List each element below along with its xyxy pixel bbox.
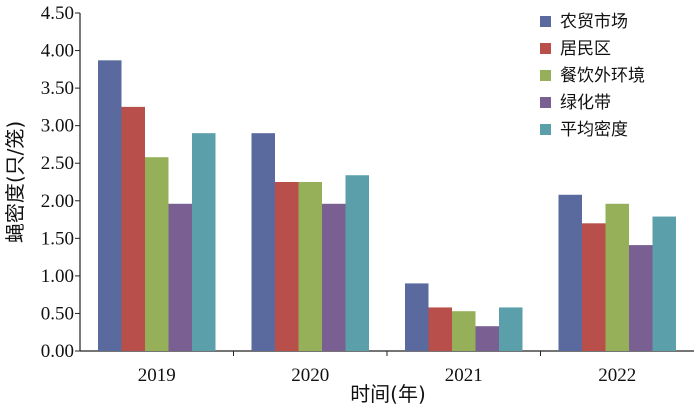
y-tick-label: 2.00 [41,191,74,212]
bar [582,223,606,351]
bar [452,311,476,351]
legend-swatch [540,124,551,135]
bar [322,203,346,351]
bar [192,133,216,351]
bar [605,203,629,351]
legend-swatch [540,97,551,108]
legend-label: 平均密度 [560,120,628,140]
bars [98,60,676,351]
x-tick-label: 2019 [138,365,176,386]
y-tick-label: 0.00 [41,341,74,362]
bar [405,283,429,351]
bar [475,326,499,351]
y-tick-label: 4.00 [41,41,74,62]
bar [98,60,122,351]
x-ticks: 2019 2020 2021 2022 [138,351,636,386]
x-tick-label: 2021 [445,365,483,386]
x-tick-label: 2020 [291,365,329,386]
bar [345,175,369,351]
bar [652,216,676,351]
y-tick-label: 3.00 [41,116,74,137]
y-tick-label: 1.50 [41,228,74,249]
y-tick-label: 1.00 [41,266,74,287]
bar [275,182,299,351]
x-tick-label: 2022 [598,365,636,386]
bar [251,133,275,351]
y-ticks: 0.00 0.50 1.00 1.50 2.00 2.50 3.00 3.50 4.00 4.50 [41,3,80,362]
x-axis-title: 时间(年) [350,382,426,406]
bar [499,307,523,351]
legend-label: 居民区 [560,39,611,59]
y-tick-label: 2.50 [41,153,74,174]
y-axis-title: 蝇密度(只/笼) [3,121,27,243]
bar [629,245,653,351]
y-tick-label: 4.50 [41,3,74,24]
legend-swatch [540,16,551,27]
bar [145,157,169,351]
y-tick-label: 3.50 [41,78,74,99]
bar [558,194,582,351]
legend-swatch [540,70,551,81]
bar [298,182,322,351]
legend-swatch [540,43,551,54]
bar [121,106,145,351]
legend-label: 绿化带 [560,93,611,113]
bar [428,307,452,351]
y-tick-label: 0.50 [41,303,74,324]
bar [168,203,192,351]
legend-label: 餐饮外环境 [560,66,645,86]
legend-label: 农贸市场 [560,12,628,32]
